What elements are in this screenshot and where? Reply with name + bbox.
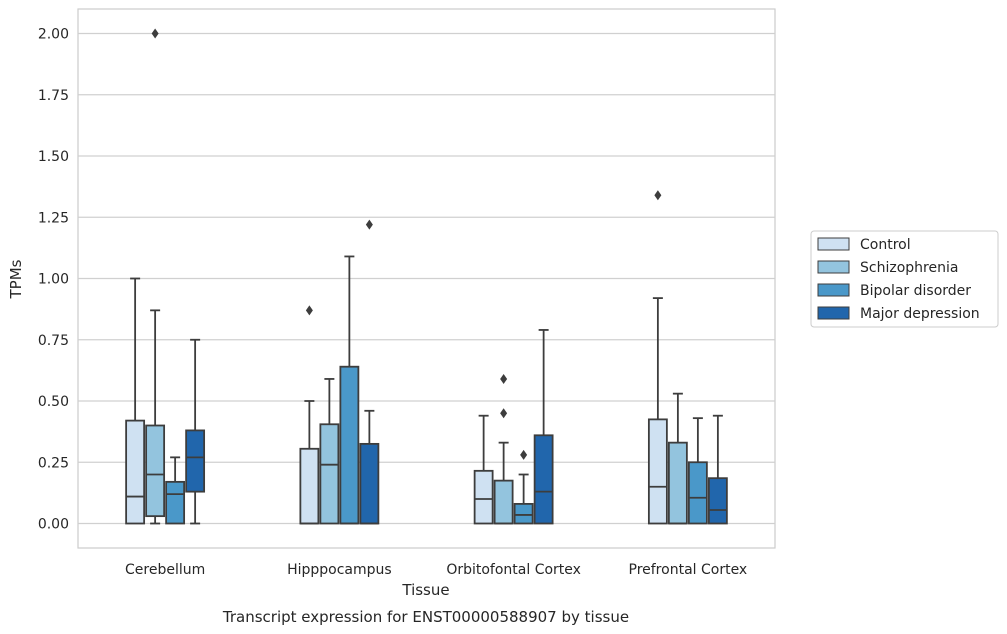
box-iqr [647,418,668,525]
x-axis-ticks: Cerebellum Hipppocampus Orbitofontal Corte… [125,562,747,578]
box-iqr [493,479,514,525]
box-0-0 [125,277,146,525]
box-iqr [125,419,146,525]
box-1-2 [339,255,360,525]
y-tick-label: 1.75 [38,88,69,104]
box-2-3 [533,329,554,525]
legend-label: Schizophrenia [860,260,958,276]
legend-label: Major depression [860,306,980,322]
box-1-1 [319,378,340,525]
box-iqr [145,424,166,518]
y-tick-label: 0.50 [38,394,69,410]
outlier-point [151,28,159,39]
chart-caption: Transcript expression for ENST0000058890… [222,608,629,626]
box-iqr [473,469,494,525]
legend-swatch [817,306,850,320]
box-iqr [165,480,186,525]
box-iqr [319,423,340,525]
box-iqr [513,502,534,525]
box-2-1 [493,373,514,525]
box-3-1 [667,392,688,525]
box-iqr [687,461,708,525]
y-tick-label: 0.75 [38,333,69,349]
box-iqr [339,365,360,525]
box-iqr [185,429,206,493]
legend-label: Bipolar disorder [860,283,971,299]
y-axis-ticks: 0.00 0.25 0.50 0.75 1.00 1.25 1.50 1.75 2.00 [38,27,69,533]
y-axis-title: TPMs [7,259,25,299]
box-1-0 [299,305,320,525]
x-tick-label: Prefrontal Cortex [629,562,748,578]
outlier-point [520,449,528,460]
legend-label: Control [860,237,911,253]
outlier-point [365,219,373,230]
box-iqr [667,441,688,525]
y-tick-label: 1.25 [38,210,69,226]
outlier-point [500,373,508,384]
x-axis-title: Tissue [401,581,449,599]
box-2-2 [513,449,534,525]
x-tick-label: Orbitofontal Cortex [446,562,581,578]
boxes [125,28,728,525]
outlier-point [500,408,508,419]
legend-swatch [817,260,850,274]
box-0-2 [165,456,186,525]
box-1-3 [359,219,380,525]
legend-swatch [817,283,850,297]
box-iqr [299,447,320,525]
box-iqr [359,442,380,525]
legend-swatch [817,237,850,251]
x-tick-label: Cerebellum [125,562,205,578]
legend-frame [810,230,999,328]
box-0-1 [145,28,166,525]
y-tick-label: 1.50 [38,149,69,165]
y-tick-label: 2.00 [38,27,69,43]
box-0-3 [185,338,206,525]
legend: Control Schizophrenia Bipolar disorder Majo… [810,230,999,328]
box-3-0 [647,190,668,525]
box-3-3 [707,414,728,525]
box-3-2 [687,417,708,525]
box-iqr [707,477,728,525]
y-tick-label: 1.00 [38,272,69,288]
box-2-0 [473,414,494,525]
box-iqr [533,434,554,525]
x-tick-label: Hipppocampus [287,562,392,578]
outlier-point [305,305,313,316]
y-tick-label: 0.00 [38,517,69,533]
outlier-point [654,190,662,201]
y-tick-label: 0.25 [38,455,69,471]
